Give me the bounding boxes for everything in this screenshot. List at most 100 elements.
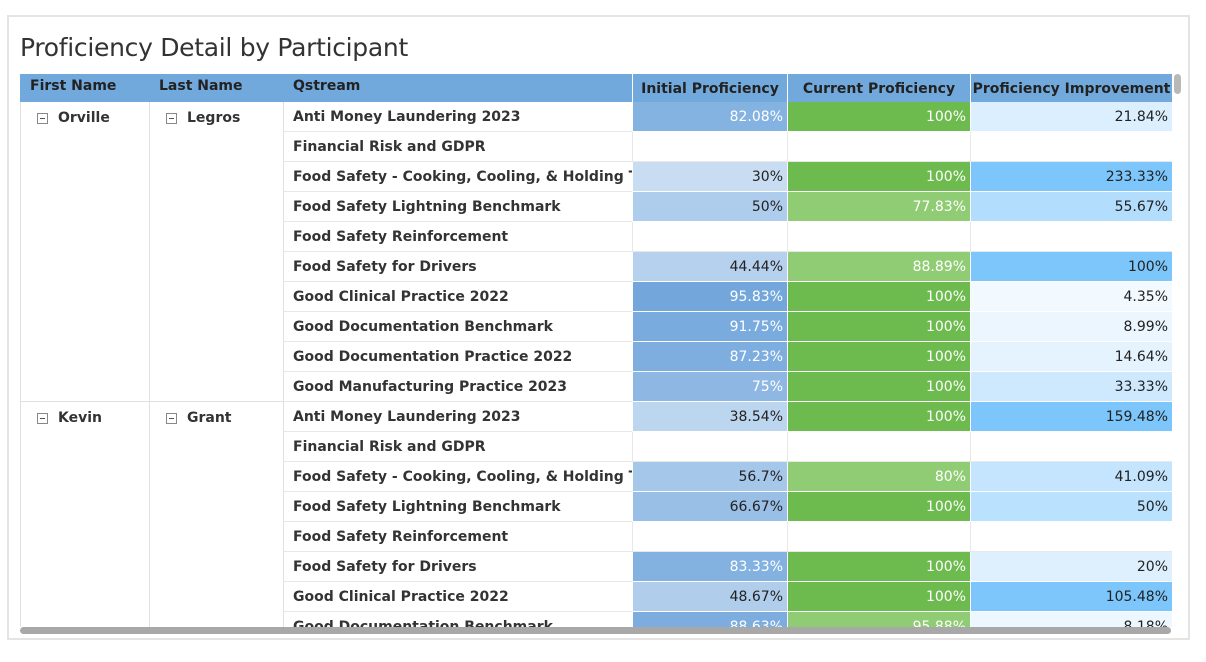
qstream-cell[interactable]: Anti Money Laundering 2023 xyxy=(283,102,632,132)
initial-proficiency-cell: 91.75% xyxy=(632,312,787,342)
qstream-cell[interactable]: Food Safety for Drivers xyxy=(283,252,632,282)
initial-proficiency-cell: 48.67% xyxy=(632,582,787,612)
last-name-cell: Grant xyxy=(166,410,232,426)
table-row[interactable]: Food Safety Reinforcement xyxy=(20,522,1172,552)
table-row[interactable]: Good Clinical Practice 2022 95.83% 100% 4.3… xyxy=(20,282,1172,312)
initial-proficiency-cell: 44.44% xyxy=(632,252,787,282)
proficiency-improvement-cell: 8.99% xyxy=(970,312,1172,342)
current-proficiency-cell: 100% xyxy=(787,282,970,312)
proficiency-improvement-cell: 105.48% xyxy=(970,582,1172,612)
table-row[interactable]: Food Safety Lightning Benchmark 66.67% 100… xyxy=(20,492,1172,522)
current-proficiency-cell: 88.89% xyxy=(787,252,970,282)
proficiency-improvement-cell: 100% xyxy=(970,252,1172,282)
table-row[interactable]: Good Documentation Practice 2022 87.23% 10… xyxy=(20,342,1172,372)
first-name: Kevin xyxy=(58,410,102,426)
table-row[interactable]: Anti Money Laundering 2023 82.08% 100% 21.8… xyxy=(20,102,1172,132)
qstream-cell[interactable]: Good Manufacturing Practice 2023 xyxy=(283,372,632,402)
qstream-cell[interactable]: Food Safety - Cooking, Cooling, & Holdin… xyxy=(283,462,632,492)
qstream-cell[interactable]: Anti Money Laundering 2023 xyxy=(283,402,632,432)
collapse-icon[interactable] xyxy=(37,112,48,124)
pivot-grid: First Name Last Name Qstream Initial Pro… xyxy=(20,74,1172,627)
initial-proficiency-cell: 50% xyxy=(632,192,787,222)
qstream-cell[interactable]: Good Documentation Practice 2022 xyxy=(283,342,632,372)
report-panel: Proficiency Detail by Participant First … xyxy=(7,15,1190,640)
collapse-icon[interactable] xyxy=(166,412,177,424)
proficiency-improvement-cell: 50% xyxy=(970,492,1172,522)
proficiency-improvement-cell xyxy=(970,522,1172,552)
last-name-cell: Legros xyxy=(166,110,240,126)
table-row[interactable]: Good Documentation Benchmark 88.63% 95.88%… xyxy=(20,612,1172,627)
proficiency-improvement-cell xyxy=(970,432,1172,462)
qstream-cell[interactable]: Financial Risk and GDPR xyxy=(283,432,632,462)
initial-proficiency-cell: 82.08% xyxy=(632,102,787,132)
current-proficiency-cell xyxy=(787,432,970,462)
qstream-cell[interactable]: Food Safety Lightning Benchmark xyxy=(283,492,632,522)
column-divider xyxy=(20,102,21,401)
last-name: Grant xyxy=(187,410,232,426)
current-proficiency-cell: 100% xyxy=(787,162,970,192)
current-proficiency-cell: 100% xyxy=(787,552,970,582)
initial-proficiency-cell: 87.23% xyxy=(632,342,787,372)
proficiency-improvement-cell: 233.33% xyxy=(970,162,1172,192)
table-row[interactable]: Food Safety Lightning Benchmark 50% 77.83%… xyxy=(20,192,1172,222)
proficiency-improvement-cell: 8.18% xyxy=(970,612,1172,627)
header-initial-proficiency[interactable]: Initial Proficiency xyxy=(632,74,787,102)
qstream-cell[interactable]: Food Safety Reinforcement xyxy=(283,522,632,552)
collapse-icon[interactable] xyxy=(37,412,48,424)
collapse-icon[interactable] xyxy=(166,112,177,124)
initial-proficiency-cell: 88.63% xyxy=(632,612,787,627)
column-divider xyxy=(149,102,150,401)
table-row[interactable]: Anti Money Laundering 2023 38.54% 100% 159.… xyxy=(20,402,1172,432)
qstream-cell[interactable]: Food Safety Reinforcement xyxy=(283,222,632,252)
table-row[interactable]: Food Safety - Cooking, Cooling, & Holdin… xyxy=(20,462,1172,492)
table-row[interactable]: Financial Risk and GDPR xyxy=(20,432,1172,462)
qstream-cell[interactable]: Financial Risk and GDPR xyxy=(283,132,632,162)
table-row[interactable]: Food Safety for Drivers 83.33% 100% 20% xyxy=(20,552,1172,582)
table-row[interactable]: Good Clinical Practice 2022 48.67% 100% 105… xyxy=(20,582,1172,612)
proficiency-improvement-cell: 41.09% xyxy=(970,462,1172,492)
proficiency-improvement-cell: 33.33% xyxy=(970,372,1172,402)
first-name-cell: Kevin xyxy=(37,410,102,426)
horizontal-scrollbar-thumb[interactable] xyxy=(20,627,1171,634)
column-divider xyxy=(149,402,150,627)
proficiency-improvement-cell: 55.67% xyxy=(970,192,1172,222)
proficiency-improvement-cell: 159.48% xyxy=(970,402,1172,432)
header-last-name[interactable]: Last Name xyxy=(149,74,283,102)
proficiency-improvement-cell xyxy=(970,222,1172,252)
initial-proficiency-cell: 56.7% xyxy=(632,462,787,492)
table-row[interactable]: Food Safety - Cooking, Cooling, & Holdin… xyxy=(20,162,1172,192)
current-proficiency-cell: 95.88% xyxy=(787,612,970,627)
qstream-cell[interactable]: Good Documentation Benchmark xyxy=(283,612,632,627)
proficiency-improvement-cell: 14.64% xyxy=(970,342,1172,372)
table-row[interactable]: Good Manufacturing Practice 2023 75% 100% 3… xyxy=(20,372,1172,402)
table-row[interactable]: Good Documentation Benchmark 91.75% 100% 8.… xyxy=(20,312,1172,342)
initial-proficiency-cell: 66.67% xyxy=(632,492,787,522)
page-title: Proficiency Detail by Participant xyxy=(20,33,408,62)
qstream-cell[interactable]: Good Clinical Practice 2022 xyxy=(283,282,632,312)
table-row[interactable]: Financial Risk and GDPR xyxy=(20,132,1172,162)
header-qstream[interactable]: Qstream xyxy=(283,74,632,102)
column-header-row: First Name Last Name Qstream Initial Pro… xyxy=(20,74,1172,102)
current-proficiency-cell: 80% xyxy=(787,462,970,492)
qstream-cell[interactable]: Good Clinical Practice 2022 xyxy=(283,582,632,612)
vertical-scrollbar-thumb[interactable] xyxy=(1174,74,1181,94)
initial-proficiency-cell xyxy=(632,522,787,552)
first-name: Orville xyxy=(58,110,110,126)
qstream-cell[interactable]: Food Safety - Cooking, Cooling, & Holdin… xyxy=(283,162,632,192)
proficiency-improvement-cell: 21.84% xyxy=(970,102,1172,132)
current-proficiency-cell: 100% xyxy=(787,372,970,402)
table-row[interactable]: Food Safety for Drivers 44.44% 88.89% 100% xyxy=(20,252,1172,282)
header-current-proficiency[interactable]: Current Proficiency xyxy=(787,74,970,102)
current-proficiency-cell xyxy=(787,132,970,162)
current-proficiency-cell: 100% xyxy=(787,582,970,612)
initial-proficiency-cell: 38.54% xyxy=(632,402,787,432)
current-proficiency-cell xyxy=(787,522,970,552)
header-proficiency-improvement[interactable]: Proficiency Improvement xyxy=(970,74,1172,102)
header-first-name[interactable]: First Name xyxy=(20,74,149,102)
qstream-cell[interactable]: Food Safety Lightning Benchmark xyxy=(283,192,632,222)
initial-proficiency-cell: 30% xyxy=(632,162,787,192)
qstream-cell[interactable]: Good Documentation Benchmark xyxy=(283,312,632,342)
current-proficiency-cell: 77.83% xyxy=(787,192,970,222)
table-row[interactable]: Food Safety Reinforcement xyxy=(20,222,1172,252)
qstream-cell[interactable]: Food Safety for Drivers xyxy=(283,552,632,582)
